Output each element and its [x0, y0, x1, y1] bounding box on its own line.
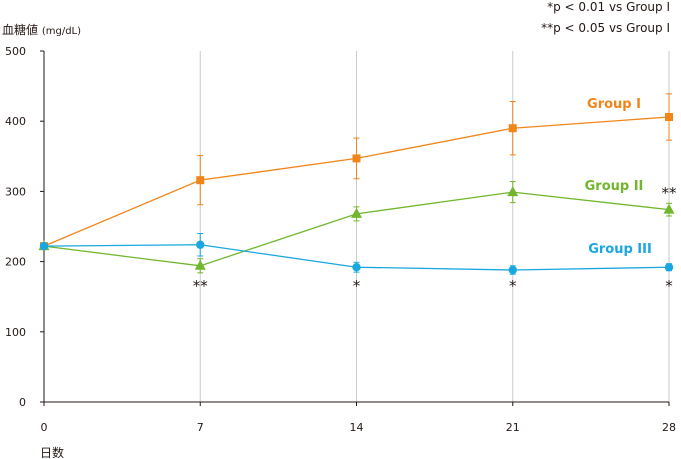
series-label-1: Group I: [587, 97, 641, 112]
x-tick-label-21: 21: [506, 421, 520, 434]
series-labels: Group I Group II Group III: [585, 97, 652, 257]
data-point-1-2: [352, 154, 361, 163]
y-tick-label-0: 0: [19, 396, 26, 409]
significance-star-2-4: **: [662, 184, 678, 202]
significance-star-3-3: *: [509, 277, 517, 295]
data-point-1-1: [196, 176, 205, 185]
data-point-3-0: [39, 241, 49, 251]
data-point-3-4: [664, 263, 674, 272]
data-point-3-2: [352, 263, 361, 272]
series-3: [39, 233, 674, 275]
y-tick-label-400: 400: [5, 115, 26, 128]
data-point-3-1: [196, 240, 205, 249]
data-point-3-3: [508, 265, 517, 275]
data-point-2-2: [351, 207, 362, 218]
y-tick-labels: 0 100 200 300 400 500: [5, 45, 26, 409]
x-tick-label-14: 14: [350, 421, 364, 434]
significance-star-3-2: *: [353, 277, 361, 295]
y-tick-label-500: 500: [5, 45, 26, 58]
data-point-1-4: [665, 112, 673, 121]
significance-note-1: *p < 0.01 vs Group I: [547, 0, 670, 14]
significance-star-3-4: *: [665, 277, 673, 295]
data-point-2-1: [194, 259, 206, 270]
y-tick-label-100: 100: [5, 326, 26, 339]
data-point-1-3: [508, 124, 517, 133]
series-group: [38, 93, 675, 275]
x-tick-labels: 0 7 14 21 28: [41, 421, 677, 434]
series-2: [38, 181, 675, 274]
significance-star-2-1: **: [193, 277, 209, 295]
series-label-3: Group III: [588, 242, 652, 257]
y-tick-label-200: 200: [5, 256, 26, 269]
x-axis-label: 日数: [40, 445, 64, 459]
data-point-2-3: [507, 186, 519, 197]
x-tick-label-0: 0: [41, 421, 48, 434]
y-axis-label-main: 血糖値: [2, 22, 38, 37]
y-axis-label: 血糖値 (mg/dL): [2, 22, 81, 37]
y-tick-label-300: 300: [5, 185, 26, 198]
x-tick-label-28: 28: [662, 421, 676, 434]
significance-note-2: **p < 0.05 vs Group I: [541, 21, 670, 35]
x-tick-label-7: 7: [197, 421, 204, 434]
axes: [40, 50, 670, 406]
data-point-2-4: [663, 203, 675, 214]
y-axis-label-unit: (mg/dL): [42, 26, 81, 37]
significance-markers: ***** * *: [193, 184, 677, 295]
series-label-2: Group II: [585, 179, 644, 194]
